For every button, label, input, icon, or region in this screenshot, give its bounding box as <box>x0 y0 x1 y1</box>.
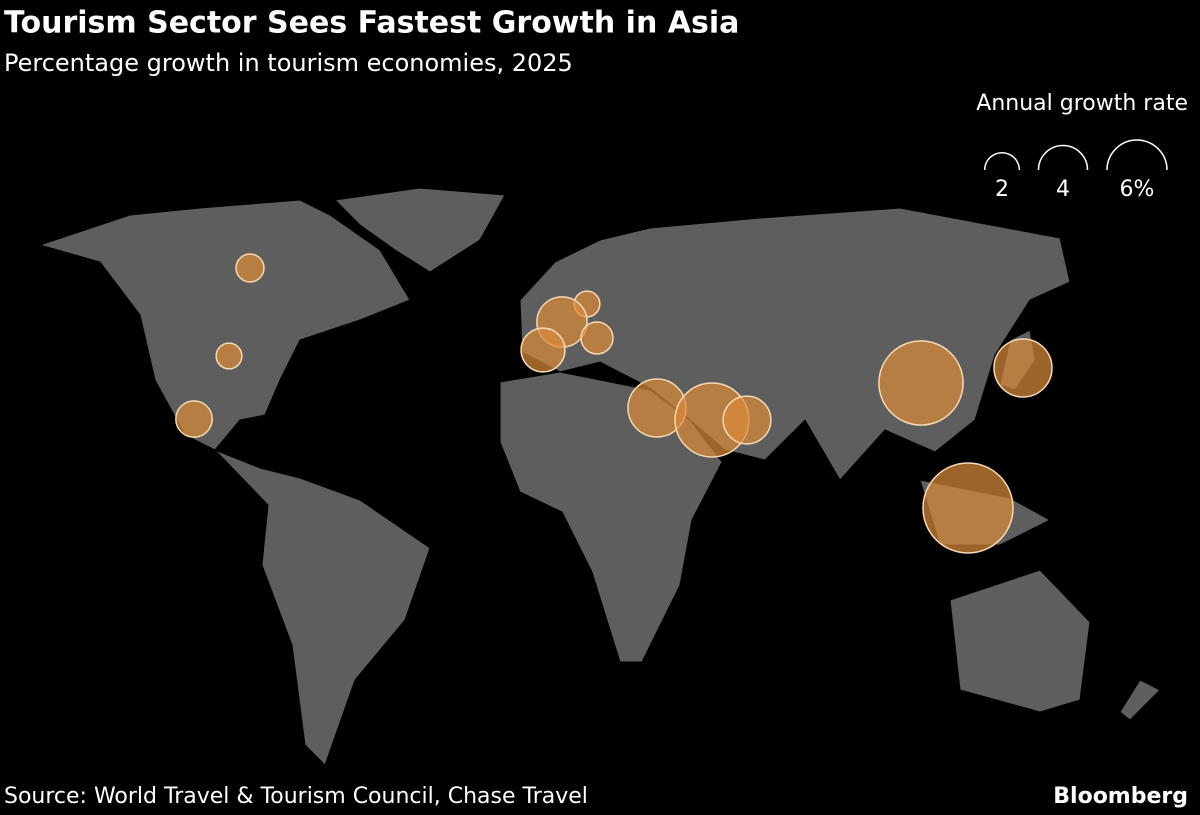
legend-label: 6% <box>1120 177 1155 202</box>
legend-arc <box>983 152 1021 171</box>
legend-title: Annual growth rate <box>976 91 1188 116</box>
bubbles <box>175 253 1053 554</box>
bubble <box>993 338 1053 398</box>
legend: 2 4 6% <box>983 139 1168 202</box>
greenland <box>333 187 506 273</box>
north-america <box>38 199 411 451</box>
australia <box>949 569 1091 713</box>
legend-arc <box>1037 144 1089 171</box>
bubble <box>722 395 772 445</box>
bubble <box>878 340 964 426</box>
south-america <box>214 449 431 766</box>
legend-label: 4 <box>1056 177 1070 202</box>
new-zealand <box>1119 679 1161 721</box>
bubble <box>215 342 243 370</box>
world-map <box>38 187 1161 766</box>
bubble <box>922 462 1014 554</box>
bubble <box>175 400 213 438</box>
subtitle: Percentage growth in tourism economies, … <box>4 49 573 77</box>
legend-arc <box>1106 139 1168 171</box>
bubble <box>520 327 566 373</box>
legend-label: 2 <box>995 177 1009 202</box>
title: Tourism Sector Sees Fastest Growth in As… <box>4 6 739 41</box>
brand: Bloomberg <box>1053 784 1188 809</box>
bubble <box>580 321 614 355</box>
bubble <box>235 253 265 283</box>
source: Source: World Travel & Tourism Council, … <box>4 784 588 809</box>
